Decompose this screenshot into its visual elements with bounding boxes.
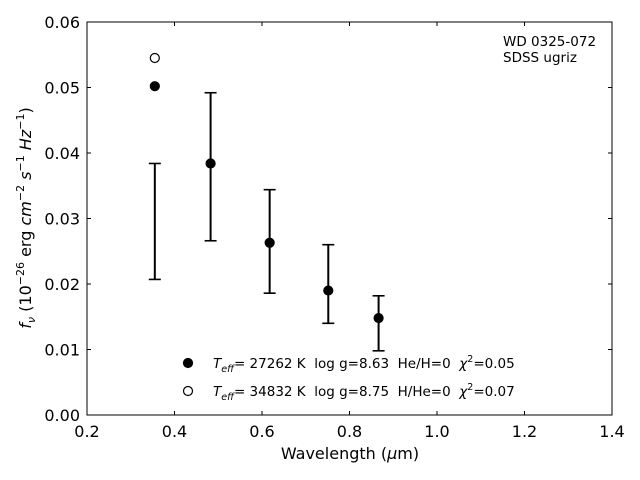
y-tick-label: 0.06: [44, 13, 80, 32]
filled-model-point: [264, 237, 275, 248]
legend-marker-filled: [182, 357, 194, 369]
open-model-point: [149, 52, 160, 64]
filled-model-point: [205, 158, 216, 169]
y-tick-label: 0.04: [44, 144, 80, 163]
x-tick-label: 0.6: [249, 422, 274, 441]
x-tick-label: 0.2: [74, 422, 99, 441]
x-tick-label: 1.2: [512, 422, 537, 441]
star-annotation-line1: WD 0325-072: [503, 34, 596, 50]
y-axis-title: fν (10−26 erg cm−2 s−1 Hz−1): [14, 107, 38, 328]
y-tick-label: 0.00: [44, 406, 80, 425]
x-axis-ticks: 0.2 0.4 0.6 0.8 1.0 1.2 1.4: [74, 22, 625, 441]
x-tick-label: 0.4: [162, 422, 187, 441]
observed-error-bars: [148, 91, 385, 352]
filled-model-point: [149, 81, 160, 92]
model-points: [149, 52, 384, 324]
x-axis-title: Wavelength (μm): [281, 444, 419, 463]
x-tick-label: 0.8: [337, 422, 362, 441]
y-tick-label: 0.03: [44, 210, 80, 229]
x-tick-label: 1.0: [424, 422, 449, 441]
filled-model-point: [323, 285, 334, 296]
legend: Teff= 27262 K log g=8.63 He/H=0 χ2=0.05 …: [182, 354, 515, 403]
y-tick-label: 0.02: [44, 275, 80, 294]
x-tick-label: 1.4: [599, 422, 624, 441]
legend-label-filled: Teff= 27262 K log g=8.63 He/H=0 χ2=0.05: [213, 354, 515, 375]
legend-marker-open: [182, 385, 194, 397]
filled-model-point: [373, 312, 384, 324]
y-tick-label: 0.01: [44, 341, 80, 360]
legend-label-open: Teff= 34832 K log g=8.75 H/He=0 χ2=0.07: [213, 382, 515, 403]
y-axis-ticks: 0.00 0.01 0.02 0.03 0.04 0.05 0.06: [44, 13, 612, 425]
star-annotation-line2: SDSS ugriz: [503, 50, 577, 66]
y-tick-label: 0.05: [44, 79, 80, 98]
